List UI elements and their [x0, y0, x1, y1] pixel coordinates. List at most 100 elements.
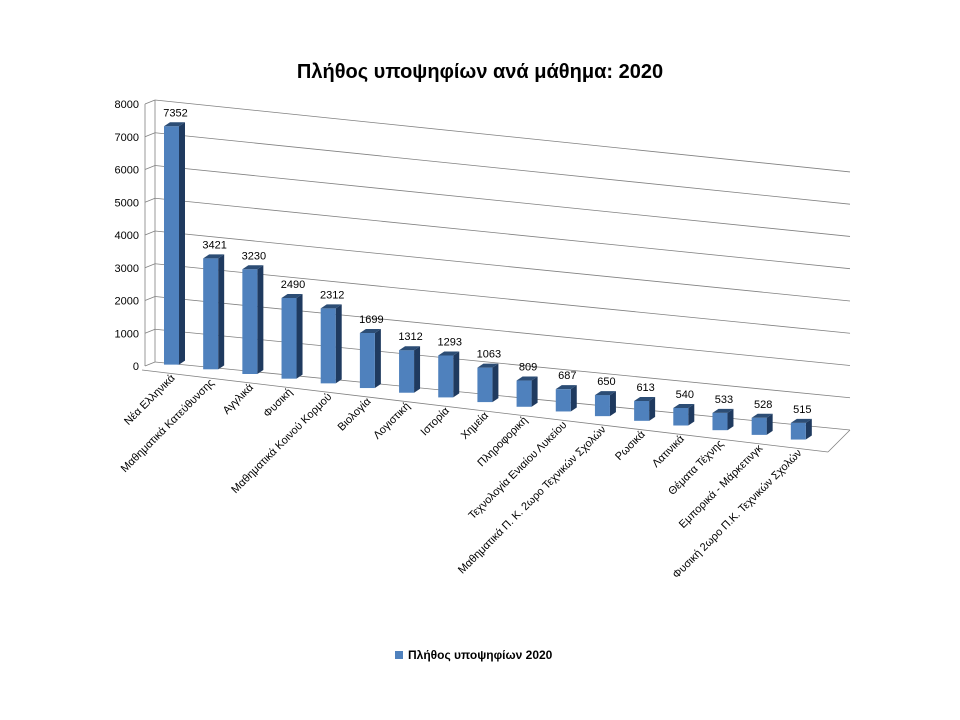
data-label: 1063 — [477, 349, 501, 361]
bar-side — [218, 254, 225, 370]
bar-top — [477, 363, 499, 368]
bar — [477, 363, 499, 403]
bar — [555, 385, 577, 412]
category-label: Εμπορικά - Μάρκετινγκ — [677, 442, 766, 531]
floor-right-edge — [827, 429, 851, 453]
bar-front — [594, 395, 610, 417]
gridline — [154, 99, 851, 173]
bar-front — [438, 355, 454, 398]
category-label: Ρωσικά — [613, 428, 648, 463]
bar-front — [399, 350, 415, 393]
bar-front — [516, 380, 532, 407]
data-label: 613 — [636, 382, 654, 394]
data-label: 540 — [676, 389, 694, 401]
bar — [242, 265, 264, 374]
gridlines — [144, 99, 851, 431]
bar-side — [766, 413, 773, 435]
bar-front — [751, 417, 767, 435]
data-label: 1293 — [437, 336, 461, 348]
category-label: Ιστορία — [418, 405, 452, 439]
bar-top — [594, 391, 616, 396]
bar-top — [712, 408, 734, 413]
gridline-connector — [144, 263, 156, 269]
data-label: 3421 — [202, 239, 226, 251]
bar-front — [477, 367, 493, 403]
bar-front — [790, 422, 806, 440]
bar-top — [634, 396, 656, 401]
bar-side — [609, 391, 616, 417]
bar — [203, 254, 225, 370]
data-labels: 7352 3421 3230 2490 2312 1699 1312 1293 1063 809 6… — [163, 107, 811, 416]
bar-side — [492, 363, 499, 403]
bars — [164, 122, 812, 440]
bar-side — [335, 304, 342, 384]
data-label: 528 — [754, 399, 772, 411]
y-tick-label: 7000 — [115, 132, 139, 144]
bar-side — [649, 396, 656, 421]
bar-top — [203, 254, 225, 259]
bar-side — [688, 403, 695, 426]
y-tick-label: 1000 — [115, 328, 139, 340]
chart-title: Πλήθος υποψηφίων ανά μάθημα: 2020 — [297, 61, 663, 83]
data-label: 1699 — [359, 314, 383, 326]
gridline — [154, 328, 851, 399]
y-tick-label: 8000 — [115, 99, 139, 111]
gridline — [154, 263, 851, 334]
bar-top — [242, 265, 264, 270]
y-tick-labels: 0 1000 2000 3000 4000 5000 6000 7000 8000 — [115, 99, 139, 373]
data-label: 809 — [519, 362, 537, 374]
gridline-connector — [144, 197, 156, 203]
bar — [790, 418, 812, 440]
category-label: Βιολογία — [336, 395, 374, 433]
gridline-connector — [144, 230, 156, 236]
bar — [164, 122, 185, 365]
y-tick-label: 3000 — [115, 263, 139, 275]
data-label: 515 — [793, 404, 811, 416]
bar-front — [359, 332, 375, 389]
data-label: 3230 — [242, 250, 266, 262]
legend: Πλήθος υποψηφίων 2020 — [395, 648, 553, 662]
bar-top — [281, 293, 303, 298]
bar-top — [359, 328, 381, 333]
bar — [751, 413, 773, 435]
gridline-connector — [144, 296, 156, 301]
bar-front — [164, 126, 179, 365]
gridline-connector — [144, 361, 156, 367]
bar-side — [805, 418, 812, 440]
category-label: Αγγλικά — [221, 381, 257, 417]
gridline-connector — [144, 132, 156, 138]
bar-front — [634, 400, 650, 421]
bar-front — [203, 258, 219, 370]
gridline — [154, 132, 851, 205]
y-tick-label: 6000 — [115, 165, 139, 177]
bar-side — [727, 408, 734, 431]
data-label: 1312 — [398, 331, 422, 343]
bar-front — [673, 407, 689, 426]
bar-top — [438, 351, 460, 356]
category-label: Λογιστική — [371, 400, 412, 441]
y-tick-label: 4000 — [115, 230, 139, 242]
bar — [438, 351, 460, 398]
data-label: 2490 — [281, 279, 305, 291]
bar — [320, 304, 342, 384]
bar — [634, 396, 656, 421]
bar-side — [531, 376, 538, 407]
bar-front — [281, 297, 297, 379]
bar-front — [242, 269, 258, 374]
y-tick-label: 2000 — [115, 296, 139, 308]
y-tick-label: 0 — [133, 361, 139, 373]
bar-side — [374, 328, 381, 389]
bar-top — [751, 413, 773, 418]
bar-side — [570, 385, 577, 412]
bar — [281, 293, 303, 379]
bar-top — [320, 304, 342, 309]
axes — [141, 100, 851, 453]
bar-top — [399, 346, 421, 351]
bar — [712, 408, 734, 431]
bar — [359, 328, 381, 389]
category-label: Φυσική — [261, 386, 295, 420]
gridline — [154, 165, 851, 237]
gridline — [154, 230, 851, 302]
